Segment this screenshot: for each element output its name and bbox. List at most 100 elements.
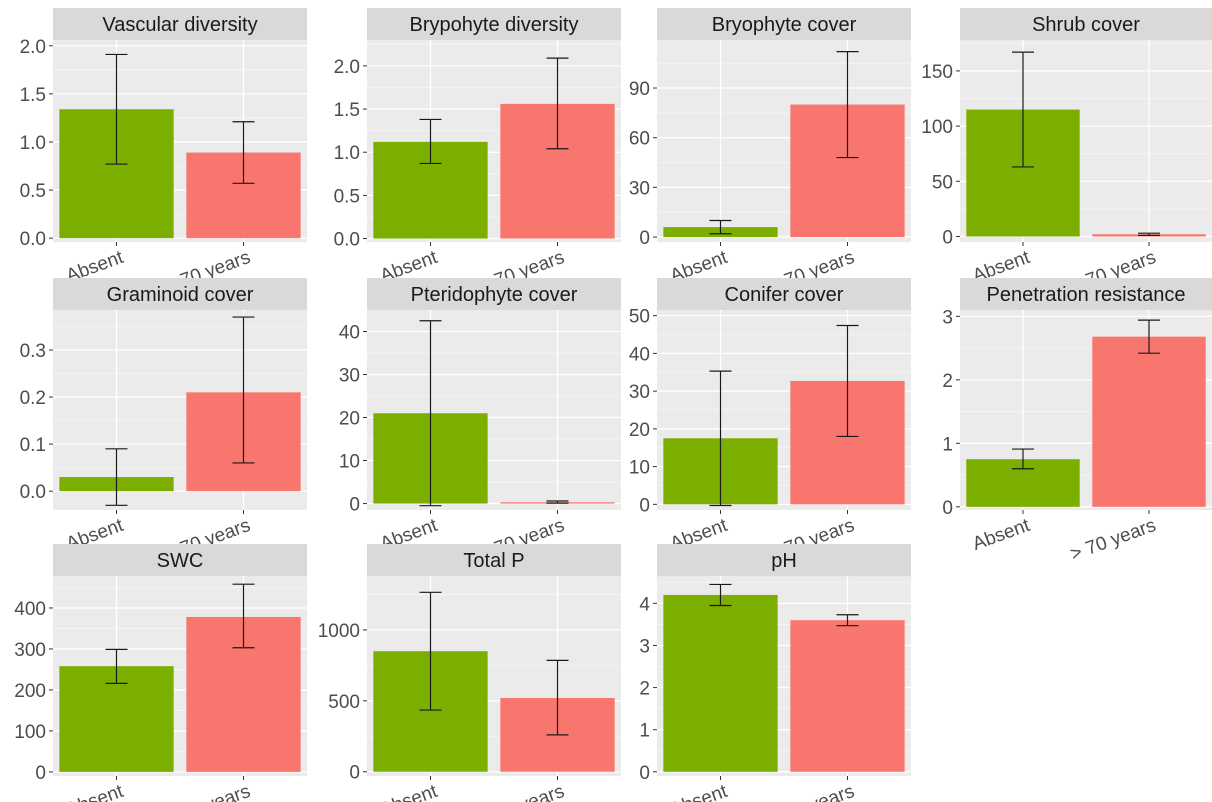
panel-9: Total P 0 500 1000 Absent > 70 years [318, 544, 621, 802]
y-tick-label: 1000 [318, 621, 360, 642]
error-bar [1012, 51, 1034, 168]
panel-strip [657, 544, 911, 576]
y-tick-label: 150 [921, 62, 953, 83]
y-tick-label: 4 [639, 594, 650, 615]
y-tick-label: 1.0 [334, 143, 360, 164]
panel-title: Shrub cover [1032, 14, 1140, 36]
y-tick-label: 40 [339, 323, 360, 344]
x-category-label: > 70 years [162, 781, 253, 802]
x-category-label: Absent [970, 515, 1033, 555]
y-tick-label: 100 [14, 722, 46, 743]
y-tick-label: 500 [328, 692, 360, 713]
error-bar [232, 583, 255, 649]
bar-over-70-years [790, 620, 905, 772]
error-bar [709, 370, 732, 507]
panel-title: Vascular diversity [102, 14, 257, 36]
y-tick-label: 0.2 [20, 388, 46, 409]
error-bar [232, 316, 255, 464]
y-tick-label: 0.5 [20, 181, 46, 202]
error-bar [232, 121, 255, 184]
panel-7: Penetration resistance 0 1 2 3 Absent > 70 yea… [942, 278, 1212, 565]
error-bar [105, 648, 128, 684]
y-tick-label: 50 [629, 307, 650, 328]
y-tick-label: 0 [35, 763, 46, 784]
x-category-label: > 70 years [476, 781, 567, 802]
panel-strip [53, 544, 307, 576]
y-tick-label: 1.5 [20, 85, 46, 106]
y-tick-label: 10 [339, 452, 360, 473]
panel-title: Conifer cover [725, 284, 844, 306]
y-tick-label: 0 [942, 227, 953, 248]
y-tick-label: 30 [339, 366, 360, 387]
panel-title: pH [771, 550, 797, 572]
panel-strip [367, 544, 621, 576]
error-bar [836, 50, 859, 159]
y-tick-label: 0.5 [334, 186, 360, 207]
error-bar [546, 57, 569, 150]
y-tick-label: 0 [942, 498, 953, 519]
error-bar [1138, 232, 1160, 236]
panel-8: SWC 0 100 200 300 400 Absent > 70 years [14, 544, 307, 802]
panel-strip [53, 8, 307, 40]
y-tick-label: 0 [639, 495, 650, 516]
panel-strip [657, 8, 911, 40]
panel-strip [657, 278, 911, 310]
x-category-label: > 70 years [766, 781, 857, 802]
error-bar [105, 448, 128, 506]
error-bar [836, 614, 859, 627]
panel-strip [960, 8, 1212, 40]
error-bar [419, 118, 442, 165]
panel-strip [367, 8, 621, 40]
y-tick-label: 0.3 [20, 341, 46, 362]
panel-title: Bryophyte cover [712, 14, 857, 36]
error-bar [419, 320, 442, 507]
y-tick-label: 3 [942, 307, 953, 328]
error-bar [709, 583, 732, 607]
error-bar [1138, 319, 1160, 354]
panel-10: pH 0 1 2 3 4 Absent > 70 years [639, 544, 911, 802]
x-category-label: > 70 years [1068, 515, 1159, 565]
y-tick-label: 20 [629, 420, 650, 441]
bar-absent [663, 594, 778, 772]
panel-title: Pteridophyte cover [411, 284, 578, 306]
error-bar [105, 53, 128, 165]
y-tick-label: 10 [629, 458, 650, 479]
y-tick-label: 2 [942, 371, 953, 392]
y-tick-label: 1.5 [334, 100, 360, 121]
y-tick-label: 40 [629, 344, 650, 365]
y-tick-label: 0 [349, 495, 360, 516]
y-tick-label: 2.0 [20, 37, 46, 58]
error-bar [1012, 448, 1034, 470]
error-bar [709, 219, 732, 235]
y-tick-label: 60 [629, 129, 650, 150]
y-tick-label: 0.0 [20, 482, 46, 503]
panel-title: Graminoid cover [107, 284, 254, 306]
y-tick-label: 90 [629, 79, 650, 100]
panel-strip [367, 278, 621, 310]
y-tick-label: 0 [639, 228, 650, 249]
y-tick-label: 400 [14, 599, 46, 620]
panel-strip [960, 278, 1212, 310]
error-bar [546, 659, 569, 736]
y-tick-label: 0.1 [20, 435, 46, 456]
x-category-label: Absent [63, 781, 126, 802]
error-bar [419, 591, 442, 711]
y-tick-label: 30 [629, 382, 650, 403]
y-tick-label: 2 [639, 679, 650, 700]
y-tick-label: 0.0 [20, 229, 46, 250]
y-tick-label: 1 [639, 721, 650, 742]
y-tick-label: 50 [932, 172, 953, 193]
y-tick-label: 1 [942, 434, 953, 455]
y-tick-label: 1.0 [20, 133, 46, 154]
panel-title: SWC [157, 550, 204, 572]
panel-strip [53, 278, 307, 310]
x-category-label: Absent [667, 781, 730, 802]
panel-title: Total P [463, 550, 524, 572]
panel-1: Brypohyte diversity0.00.51.01.52.0Absent… [334, 8, 621, 297]
y-tick-label: 2.0 [334, 57, 360, 78]
